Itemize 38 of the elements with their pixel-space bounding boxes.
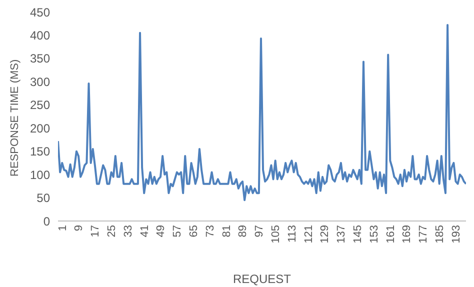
x-tick-label: 113 [286, 225, 298, 243]
x-tick-label: 137 [336, 225, 348, 244]
y-tick-label: 400 [30, 28, 50, 42]
x-tick-label: 57 [172, 225, 184, 238]
x-tick-label: 17 [90, 225, 102, 238]
y-axis-title: RESPONSE TIME (MS) [8, 59, 21, 176]
y-tick-label: 0 [43, 214, 50, 228]
x-tick-label: 177 [418, 225, 430, 244]
x-tick-label: 81 [220, 225, 233, 238]
x-tick-label: 33 [122, 225, 134, 238]
x-tick-label: 105 [270, 225, 282, 244]
x-tick-label: 145 [352, 225, 364, 244]
x-tick-label: 121 [302, 225, 315, 244]
x-tick-label: 153 [368, 225, 380, 244]
x-tick-label: 25 [106, 225, 118, 238]
y-tick-label: 200 [30, 121, 50, 136]
x-tick-label: 161 [384, 225, 397, 244]
x-tick-label: 129 [319, 225, 332, 244]
x-tick-label: 65 [188, 225, 200, 238]
x-tick-label: 193 [450, 225, 462, 244]
x-axis-title: REQUEST [232, 272, 292, 286]
y-tick-label: 350 [30, 52, 50, 66]
y-tick-label: 50 [36, 191, 50, 206]
y-tick-label: 100 [30, 168, 50, 182]
line-series [58, 24, 466, 202]
x-tick-label: 1 [56, 225, 69, 232]
y-tick-label: 450 [30, 5, 50, 20]
y-tick-label: 150 [30, 144, 50, 159]
x-tick-label: 185 [434, 225, 446, 244]
x-tick-label: 41 [138, 225, 151, 238]
x-tick-label: 9 [73, 225, 86, 232]
y-tick-label: 300 [30, 74, 50, 89]
x-tick-label: 73 [204, 225, 216, 238]
x-tick-label: 97 [254, 225, 266, 238]
y-tick-label: 250 [30, 98, 50, 112]
x-tick-label: 169 [401, 225, 414, 244]
x-tick-label: 49 [155, 225, 168, 238]
x-tick-label: 89 [237, 225, 250, 238]
